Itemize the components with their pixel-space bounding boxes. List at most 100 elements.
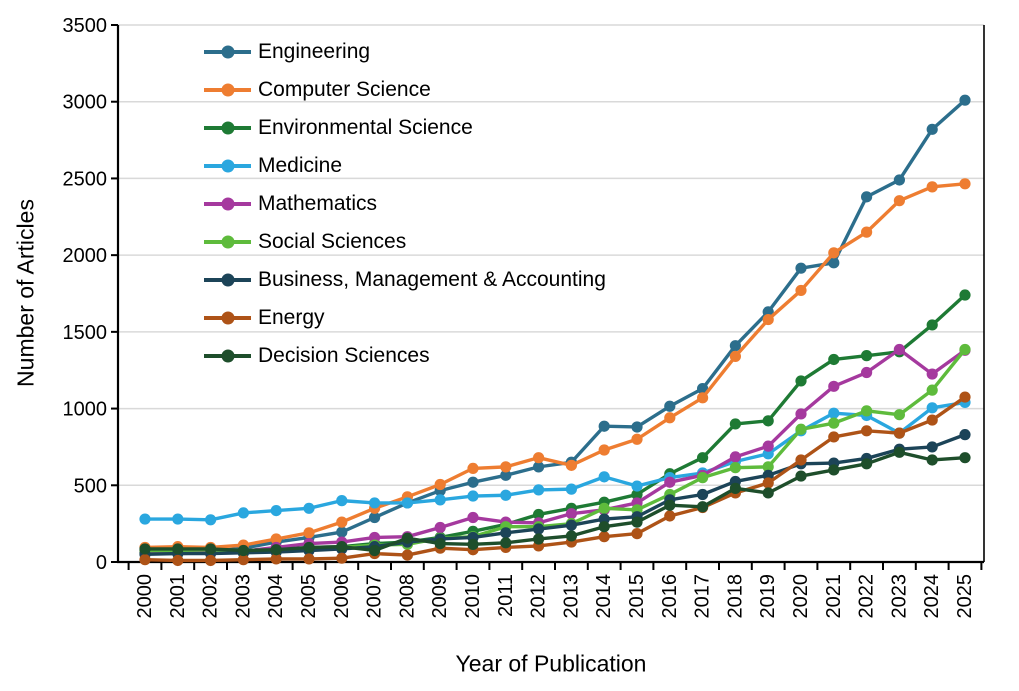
data-point [762,487,774,499]
y-tick-label: 2000 [63,245,108,267]
data-point [828,417,840,429]
data-point [664,476,676,488]
data-point [795,375,807,387]
data-point [631,480,643,492]
data-point [401,532,413,544]
data-point [270,553,282,565]
data-point [762,448,774,460]
legend-label: Engineering [258,40,371,63]
data-point [664,400,676,412]
data-point [336,516,348,528]
legend-marker-dot [221,45,234,59]
legend-marker-line [204,235,251,249]
data-point [467,476,479,488]
legend-marker-line [204,273,251,287]
legend-marker-dot [221,121,234,135]
data-point [631,433,643,445]
data-point [959,343,971,356]
data-point [795,454,807,466]
legend-marker-dot [221,273,234,287]
legend-marker-dot [221,349,234,363]
y-tick-label: 1500 [63,322,108,344]
x-tick-label: 2024 [921,574,943,619]
data-point [467,462,479,475]
data-point [795,423,807,435]
y-tick-label: 1000 [63,399,108,421]
legend-marker-line [204,121,251,135]
data-point [598,513,610,525]
data-point [959,178,971,190]
data-point [959,391,971,403]
data-point [336,526,348,538]
data-point [762,313,774,326]
data-point [237,544,249,557]
data-point [861,425,873,437]
data-point [762,477,774,489]
data-point [533,523,545,535]
data-point [926,454,938,466]
legend-marker-line [204,83,251,97]
data-point [828,257,840,269]
data-point [664,499,676,511]
data-point [533,484,545,496]
legend-marker-dot [221,83,234,97]
data-point [729,462,742,474]
x-tick-label: 2000 [134,574,156,619]
y-tick-label: 3500 [63,15,108,37]
legend-marker-dot [221,235,234,249]
x-tick-label: 2006 [331,574,353,619]
x-tick-label: 2018 [724,574,746,619]
data-point [598,502,610,514]
data-point [729,340,742,352]
data-point [139,543,151,555]
data-point [500,489,512,501]
data-point [500,527,512,539]
legend-label: Social Sciences [258,230,407,253]
data-point [533,452,545,464]
data-point [631,488,643,501]
x-tick-label: 2003 [232,574,254,619]
data-point [369,531,381,544]
data-point [926,402,938,414]
legend-marker-line [204,197,251,211]
legend-label: Mathematics [258,192,378,215]
x-tick-label: 2022 [856,574,878,619]
data-point [565,519,578,531]
data-point [467,538,479,550]
data-point [893,174,906,186]
data-point [434,521,446,534]
data-point [434,537,446,550]
data-point [828,431,840,443]
data-point [926,319,938,331]
data-point [828,380,840,392]
data-point [369,511,381,524]
data-point [303,502,315,514]
y-tick-label: 3000 [63,92,108,114]
data-point [401,497,413,509]
data-point [959,289,971,301]
data-point [500,461,512,473]
data-point [959,94,971,106]
data-point [270,505,282,517]
data-point [762,415,774,427]
x-tick-label: 2011 [495,574,517,617]
data-point [598,420,610,432]
data-point [598,531,610,543]
data-point [369,544,381,557]
data-point [172,513,184,525]
data-point [828,407,840,419]
data-point [795,262,807,274]
x-tick-label: 2002 [200,574,222,619]
data-point [336,552,348,564]
x-tick-label: 2014 [593,574,615,619]
x-tick-label: 2005 [298,574,320,619]
data-point [598,521,610,533]
data-point [926,441,938,453]
data-point [533,461,545,473]
data-point [861,191,873,203]
x-tick-label: 2007 [364,574,386,619]
data-point [303,541,315,554]
data-point [565,530,578,542]
data-point [697,392,709,404]
